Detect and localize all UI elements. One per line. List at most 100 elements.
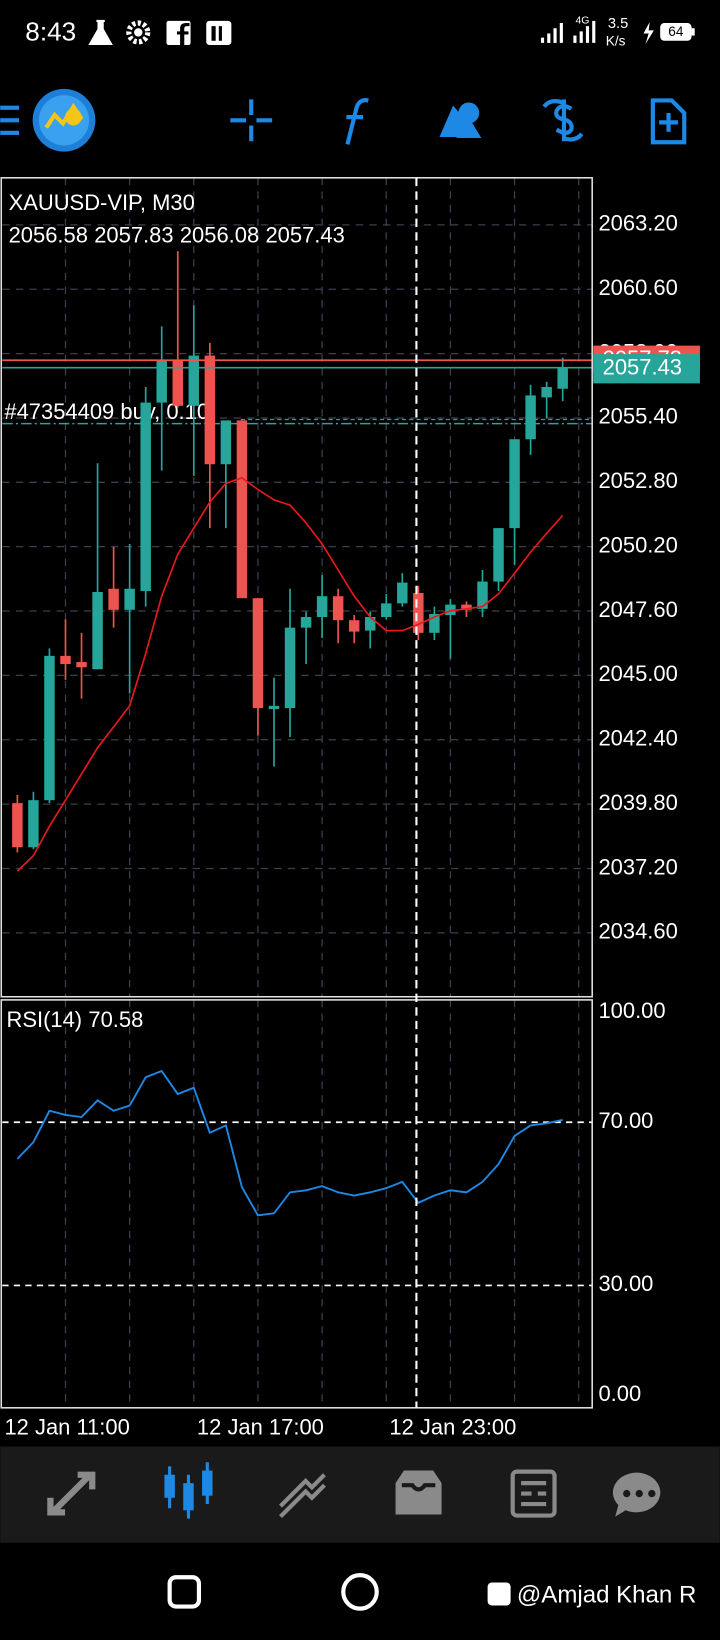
candle-body — [92, 591, 103, 670]
nav-icon — [168, 1462, 209, 1519]
menu-line — [0, 118, 20, 123]
signal-bar — [579, 31, 583, 43]
watermark: @Amjad Khan R — [517, 1581, 696, 1608]
ohlc-open: 2056.58 — [9, 222, 88, 247]
rsi-panel: 100.00 70.00 30.00 0.00 — [0, 998, 666, 1409]
candle-body — [268, 705, 280, 710]
nav-chart[interactable] — [164, 1462, 213, 1519]
speed: 3.5 — [608, 16, 628, 32]
toolbar — [0, 88, 687, 152]
menu-line — [0, 105, 20, 110]
x-tick-label: 12 Jan 11:00 — [4, 1415, 129, 1440]
candle-body — [28, 800, 39, 848]
nav-icon — [47, 1471, 96, 1516]
y-tick-label: 2047.60 — [598, 597, 677, 622]
status-icon — [88, 19, 113, 45]
signal-bar — [592, 20, 596, 43]
ohlc-high: 2057.83 — [94, 222, 173, 247]
y-tick-label: 2039.80 — [598, 790, 677, 815]
chart-overlay: XAUUSD-VIP, M30 2056.58 2057.83 2056.08 205… — [6, 190, 344, 1032]
y-tick-label: 2034.60 — [598, 919, 677, 944]
candle-body — [509, 439, 520, 529]
status-bar: 8:43 4G 3.5 K/s 64 — [25, 16, 695, 48]
nav-icon — [635, 1489, 643, 1498]
status-icon — [218, 26, 222, 41]
battery-level: 64 — [668, 24, 684, 39]
candle-body — [300, 616, 312, 628]
charging-icon — [643, 21, 654, 44]
home-button[interactable] — [341, 1573, 379, 1611]
clock: 8:43 — [25, 16, 76, 46]
crosshair-button[interactable] — [230, 99, 273, 142]
new-order-button[interactable] — [650, 98, 687, 145]
y-tick-label: 2060.60 — [598, 275, 677, 300]
candle-body — [44, 655, 55, 801]
y-tick-label: 2055.40 — [598, 404, 677, 429]
nav-icon — [395, 1470, 442, 1515]
candle-body — [188, 355, 200, 406]
y-tick-label: 70.00 — [598, 1108, 653, 1133]
signal-bar — [559, 23, 563, 43]
signal-bar — [553, 28, 557, 43]
x-tick-label: 12 Jan 17:00 — [197, 1415, 324, 1440]
candle-body — [413, 592, 424, 633]
candle-body — [156, 360, 167, 403]
watermark-icon — [487, 1582, 511, 1606]
candle-body — [461, 604, 472, 610]
recent-apps-button[interactable] — [167, 1575, 202, 1609]
nav-news[interactable] — [510, 1469, 557, 1518]
indicators-button[interactable] — [345, 98, 369, 145]
signal-bar — [573, 35, 577, 43]
candle-body — [541, 387, 552, 398]
candle-body — [220, 420, 232, 465]
candle-body — [236, 420, 248, 599]
network-type: 4G — [575, 16, 589, 27]
candle-body — [525, 395, 536, 440]
nav-icon — [510, 1469, 557, 1518]
objects-icon — [456, 117, 482, 139]
candle-body — [348, 620, 360, 632]
y-tick-label: 2045.00 — [598, 661, 677, 686]
objects-button[interactable] — [439, 102, 482, 139]
battery-tip — [691, 28, 695, 36]
bottom-nav — [0, 1446, 720, 1543]
y-tick-label: 0.00 — [598, 1381, 641, 1406]
candle-body — [140, 402, 151, 591]
signal — [540, 20, 596, 43]
status-icon — [176, 23, 190, 45]
nav-history[interactable] — [395, 1470, 442, 1515]
nav-quotes[interactable] — [47, 1471, 96, 1516]
status-icon — [126, 20, 151, 45]
signal-bar — [547, 33, 551, 43]
ohlc-header: 2056.58 2057.83 2056.08 2057.43 — [9, 222, 345, 247]
candle-body — [76, 662, 87, 668]
timeframe-button[interactable] — [542, 99, 584, 142]
status-icon — [211, 26, 216, 41]
y-tick-label: 2037.20 — [598, 854, 677, 879]
symbol-title: XAUUSD-VIP, M30 — [9, 190, 195, 215]
timeframe-icon — [554, 99, 574, 142]
candle-body — [316, 596, 328, 617]
candle-body — [172, 360, 183, 406]
menu-button[interactable] — [0, 105, 20, 135]
y-tick-label: 100.00 — [598, 998, 665, 1023]
candle-body — [493, 528, 504, 582]
candle-body — [12, 803, 23, 848]
nav-chat[interactable] — [612, 1472, 661, 1517]
rsi-value: 70.58 — [88, 1007, 143, 1032]
moving-average — [16, 476, 564, 872]
candle-body — [108, 588, 119, 610]
nav-trade[interactable] — [279, 1473, 326, 1519]
y-tick-label: 2050.20 — [598, 532, 677, 557]
rsi-line — [16, 1069, 563, 1217]
app-logo[interactable] — [32, 88, 96, 152]
y-tick-label: 30.00 — [598, 1271, 653, 1296]
candle-body — [445, 604, 456, 616]
logo-mark — [65, 108, 82, 126]
signal-bar — [540, 37, 545, 43]
y-tick-label: 2063.20 — [598, 211, 677, 236]
candle-body — [477, 581, 488, 609]
panel-frame — [0, 177, 593, 998]
